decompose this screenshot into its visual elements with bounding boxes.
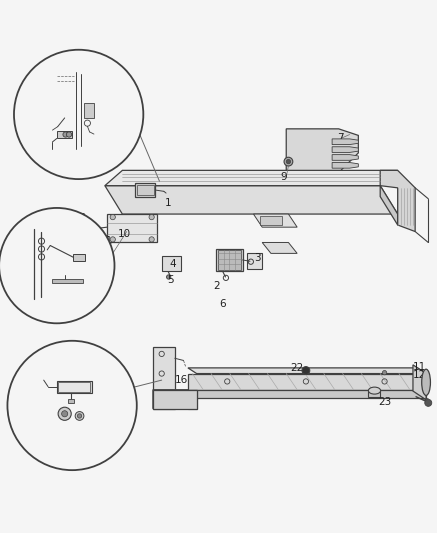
Polygon shape	[153, 390, 197, 408]
Polygon shape	[105, 185, 398, 214]
Text: 10: 10	[118, 229, 131, 239]
Text: 18: 18	[101, 419, 114, 430]
Text: 16: 16	[175, 375, 188, 385]
Circle shape	[14, 50, 143, 179]
Circle shape	[149, 214, 154, 220]
Text: 14: 14	[17, 232, 31, 242]
Polygon shape	[153, 348, 175, 408]
Text: 5: 5	[167, 274, 174, 285]
Polygon shape	[380, 185, 398, 225]
Circle shape	[58, 407, 71, 421]
Polygon shape	[57, 131, 72, 139]
Text: 11: 11	[413, 362, 426, 372]
Circle shape	[77, 414, 82, 418]
Polygon shape	[188, 374, 426, 390]
Polygon shape	[84, 103, 94, 118]
Polygon shape	[247, 253, 262, 269]
Polygon shape	[413, 365, 426, 400]
Circle shape	[110, 237, 115, 242]
Polygon shape	[260, 216, 282, 225]
Polygon shape	[105, 171, 398, 185]
Polygon shape	[135, 183, 155, 197]
Text: 1: 1	[165, 198, 172, 208]
Polygon shape	[107, 214, 157, 243]
Circle shape	[110, 214, 115, 220]
Polygon shape	[57, 381, 92, 393]
Text: 13: 13	[74, 213, 87, 223]
Circle shape	[31, 234, 36, 239]
Text: 22: 22	[291, 363, 304, 373]
Circle shape	[0, 208, 114, 324]
Circle shape	[425, 399, 432, 406]
Circle shape	[7, 341, 137, 470]
Text: 2: 2	[213, 281, 220, 291]
Circle shape	[302, 367, 310, 375]
Circle shape	[284, 157, 293, 166]
Polygon shape	[368, 391, 380, 397]
Polygon shape	[332, 155, 358, 160]
Circle shape	[382, 370, 387, 375]
Polygon shape	[253, 214, 297, 227]
Polygon shape	[188, 390, 426, 398]
Polygon shape	[380, 171, 415, 231]
Circle shape	[63, 132, 68, 137]
Text: 3: 3	[254, 253, 261, 263]
Circle shape	[75, 411, 84, 421]
Polygon shape	[216, 249, 243, 271]
Text: 7: 7	[337, 133, 344, 143]
Text: 4: 4	[169, 260, 176, 269]
Polygon shape	[262, 243, 297, 253]
Text: 6: 6	[219, 298, 226, 309]
Circle shape	[62, 411, 68, 417]
Text: 19: 19	[52, 110, 66, 120]
Circle shape	[28, 231, 39, 243]
Polygon shape	[73, 254, 85, 261]
Polygon shape	[188, 390, 197, 408]
Text: 24: 24	[89, 281, 102, 291]
Polygon shape	[153, 390, 188, 408]
Circle shape	[286, 159, 291, 164]
Text: 23: 23	[378, 397, 391, 407]
Text: 9: 9	[281, 172, 288, 182]
Text: 12: 12	[413, 370, 426, 380]
Polygon shape	[58, 382, 90, 392]
Circle shape	[149, 237, 154, 242]
Polygon shape	[332, 139, 358, 144]
Ellipse shape	[368, 387, 381, 394]
Polygon shape	[332, 163, 358, 168]
Polygon shape	[87, 224, 96, 228]
Polygon shape	[137, 185, 154, 195]
Polygon shape	[332, 147, 358, 152]
Polygon shape	[188, 368, 426, 374]
Polygon shape	[218, 251, 241, 270]
Text: 20: 20	[50, 147, 63, 157]
Ellipse shape	[422, 369, 430, 395]
Circle shape	[166, 275, 171, 279]
Polygon shape	[68, 399, 74, 403]
Circle shape	[66, 132, 72, 137]
Polygon shape	[286, 129, 358, 171]
Polygon shape	[52, 279, 83, 283]
Polygon shape	[162, 256, 181, 271]
Text: 21: 21	[100, 236, 113, 246]
